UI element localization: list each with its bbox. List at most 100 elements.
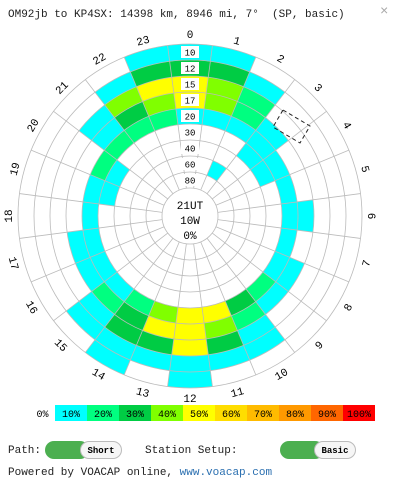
legend-label: 0% [36,410,48,421]
sector-line [167,243,187,387]
ring-line [113,139,267,293]
cell [265,104,302,141]
cell [245,186,266,209]
cell [124,288,155,316]
legend-label: 60% [222,410,240,421]
cell [206,160,227,182]
cell [45,121,79,163]
cell [130,345,172,371]
freq-label: 10 [185,49,196,59]
cell [160,140,183,161]
setup-button[interactable]: Basic [314,441,356,459]
cell [193,241,207,260]
cell [114,223,135,246]
cell [197,140,220,161]
cell [249,57,295,93]
cell [265,291,302,328]
cell [173,323,207,340]
freq-label: 40 [185,145,196,155]
legend-swatch [343,405,375,421]
hour-label: 16 [22,299,39,316]
cell [274,174,298,204]
cell [114,101,149,131]
cell [297,199,314,233]
cell [134,179,156,200]
legend-swatch [55,405,87,421]
cell [344,193,362,239]
path-label: Path: [8,445,42,457]
cell [146,219,165,233]
cell [204,93,238,117]
cell [95,327,137,361]
legend-swatch [311,405,343,421]
cell [210,45,256,72]
cell [219,276,247,301]
cell [237,86,276,118]
freq-label: 60 [185,161,196,171]
hour-label: 10 [273,367,290,384]
cell [146,199,165,213]
path-button[interactable]: Short [80,441,122,459]
sector-line [53,110,169,200]
hour-label: 4 [339,120,353,132]
footer-link[interactable]: www.voacap.com [179,467,273,479]
cell [133,276,161,301]
cell [217,210,235,222]
cell [98,180,120,207]
cell [66,92,105,131]
sector-line [211,232,327,322]
cell [262,251,290,282]
cell [288,130,320,169]
cell [148,108,178,132]
cell [154,286,181,308]
cell [149,189,168,206]
cell [284,310,327,353]
hour-label: 3 [311,82,324,95]
cell [313,111,349,157]
cell [117,143,144,170]
cell [78,104,115,141]
hour-label: 5 [357,165,370,174]
cell [34,195,52,237]
cell [275,257,305,292]
cell [208,345,250,371]
sector-line [206,79,296,195]
cell [197,271,220,292]
ring-line [65,91,315,341]
path-toggle[interactable] [45,441,89,459]
sector-line [19,193,163,213]
target-marker [272,109,311,144]
freq-label: 12 [185,65,196,75]
cell [210,360,256,387]
cell [155,181,173,199]
cell [275,301,314,340]
cell [243,327,285,361]
cell [328,195,346,237]
cell [82,228,106,258]
setup-toggle[interactable] [280,441,324,459]
ring-line [33,59,347,373]
cell [124,45,170,72]
ring-line [129,155,251,277]
cell [289,168,313,202]
cell [19,150,46,196]
cell [207,233,225,251]
cell [90,251,118,282]
cell [249,206,267,226]
cell [262,150,290,181]
legend-swatch [215,405,247,421]
cell [236,143,263,170]
legend-label: 10% [62,410,80,421]
close-button[interactable]: × [380,4,389,20]
cell [114,301,149,331]
hour-label: 7 [361,259,374,268]
freq-label: 20 [185,113,196,123]
cell [250,159,275,187]
hour-label: 15 [51,337,69,355]
cell [154,124,181,146]
cell [130,61,172,87]
ring-line [17,43,363,389]
cell [313,275,349,321]
cell [163,175,180,194]
cell [182,259,198,276]
